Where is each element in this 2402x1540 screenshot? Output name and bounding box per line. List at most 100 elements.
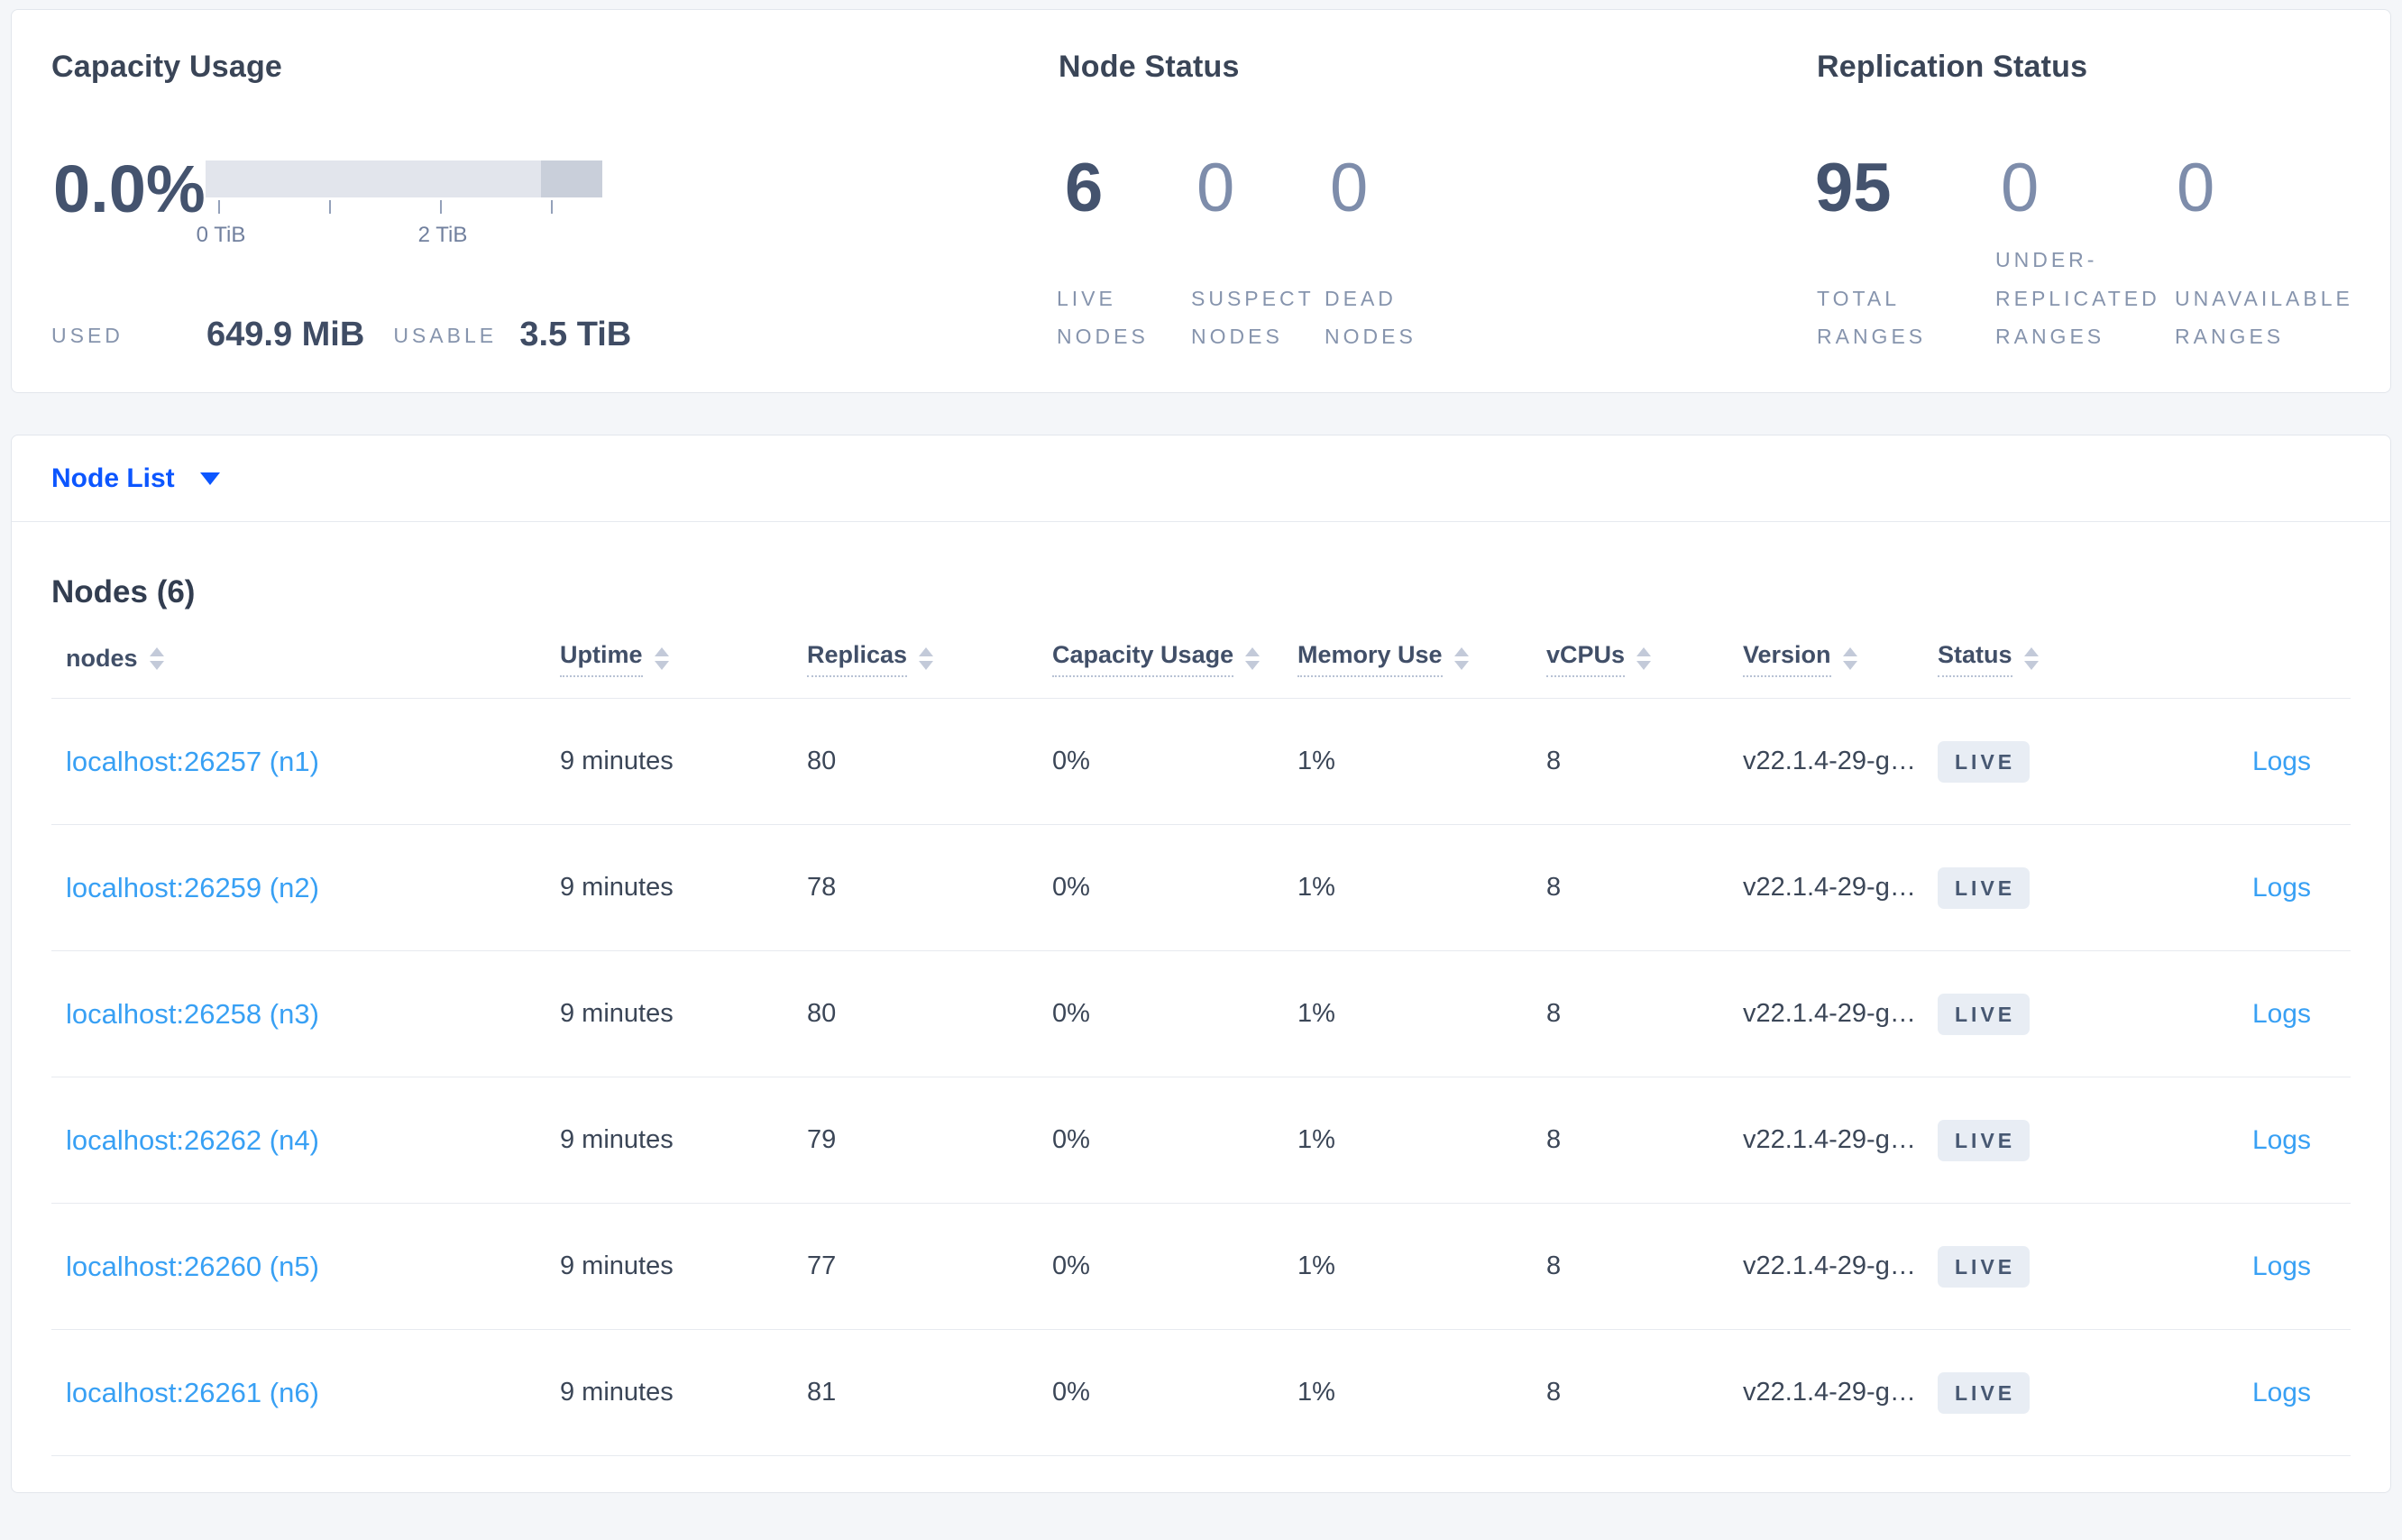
- capacity-cell: 0%: [1052, 1251, 1090, 1280]
- nodes-table-title: Nodes (6): [51, 574, 196, 610]
- node-link[interactable]: localhost:26262 (n4): [66, 1123, 319, 1156]
- vcpus-cell: 8: [1546, 747, 1562, 775]
- capacity-bar-reserved-segment: [541, 160, 602, 197]
- status-badge: LIVE: [1938, 740, 2031, 783]
- capacity-used-usable-row: USED 649.9 MiB USABLE 3.5 TiB: [51, 317, 631, 352]
- memory-cell: 1%: [1297, 873, 1335, 902]
- live-nodes-count: 6: [1065, 150, 1104, 226]
- dead-nodes-count: 0: [1330, 150, 1369, 226]
- column-header-capacity[interactable]: Capacity Usage: [1052, 641, 1297, 677]
- column-header-memory[interactable]: Memory Use: [1297, 641, 1546, 677]
- capacity-cell: 0%: [1052, 873, 1090, 902]
- used-value: 649.9 MiB: [206, 316, 365, 353]
- version-cell: v22.1.4-29-g…: [1743, 1251, 1916, 1280]
- capacity-axis-label-0: 0 TiB: [196, 223, 246, 247]
- capacity-percent: 0.0%: [53, 151, 206, 226]
- capacity-cell: 0%: [1052, 747, 1090, 775]
- column-header-replicas[interactable]: Replicas: [807, 641, 1052, 677]
- node-link[interactable]: localhost:26257 (n1): [66, 745, 319, 777]
- memory-cell: 1%: [1297, 999, 1335, 1028]
- logs-link[interactable]: Logs: [2251, 1377, 2311, 1407]
- node-link[interactable]: localhost:26258 (n3): [66, 997, 319, 1030]
- capacity-axis-tick: [218, 200, 220, 214]
- memory-cell: 1%: [1297, 1125, 1335, 1154]
- version-cell: v22.1.4-29-g…: [1743, 1125, 1916, 1154]
- sort-icon[interactable]: [1636, 647, 1652, 670]
- vcpus-cell: 8: [1546, 1378, 1562, 1407]
- uptime-cell: 9 minutes: [560, 999, 674, 1028]
- dead-nodes-label: DEAD NODES: [1325, 286, 1416, 349]
- logs-link[interactable]: Logs: [2251, 1124, 2311, 1155]
- uptime-cell: 9 minutes: [560, 1251, 674, 1280]
- status-badge: LIVE: [1938, 993, 2031, 1035]
- node-list-dropdown[interactable]: Node List: [51, 463, 175, 493]
- sort-icon[interactable]: [919, 647, 934, 670]
- used-label: USED: [51, 324, 124, 347]
- table-row: localhost:26257 (n1) 9 minutes 80 0% 1% …: [51, 699, 2351, 825]
- suspect-nodes-count: 0: [1196, 150, 1235, 226]
- node-link[interactable]: localhost:26261 (n6): [66, 1376, 319, 1408]
- memory-cell: 1%: [1297, 1378, 1335, 1407]
- table-row: localhost:26261 (n6) 9 minutes 81 0% 1% …: [51, 1330, 2351, 1456]
- node-link[interactable]: localhost:26259 (n2): [66, 871, 319, 903]
- unavailable-label: UNAVAILABLE RANGES: [2175, 286, 2353, 349]
- replicas-cell: 80: [807, 747, 837, 775]
- usable-label: USABLE: [393, 324, 498, 347]
- chevron-down-icon[interactable]: [199, 472, 220, 485]
- logs-link[interactable]: Logs: [2251, 1251, 2311, 1281]
- version-cell: v22.1.4-29-g…: [1743, 1378, 1916, 1407]
- vcpus-cell: 8: [1546, 1125, 1562, 1154]
- uptime-cell: 9 minutes: [560, 1378, 674, 1407]
- view-selector-bar: Node List: [12, 435, 2390, 522]
- sort-icon[interactable]: [1453, 647, 1469, 670]
- replication-status-title: Replication Status: [1817, 50, 2088, 84]
- suspect-nodes-label: SUSPECT NODES: [1191, 286, 1315, 349]
- capacity-bar-chart: [206, 160, 602, 197]
- live-nodes-label: LIVE NODES: [1057, 286, 1149, 349]
- version-cell: v22.1.4-29-g…: [1743, 747, 1916, 775]
- column-header-uptime[interactable]: Uptime: [560, 641, 807, 677]
- sort-icon[interactable]: [1245, 647, 1261, 670]
- nodes-table-section: Nodes (6) nodes Uptime Replicas Capacity…: [12, 522, 2390, 1492]
- table-row: localhost:26262 (n4) 9 minutes 79 0% 1% …: [51, 1077, 2351, 1204]
- version-cell: v22.1.4-29-g…: [1743, 873, 1916, 902]
- logs-link[interactable]: Logs: [2251, 998, 2311, 1029]
- status-badge: LIVE: [1938, 1371, 2031, 1414]
- memory-cell: 1%: [1297, 747, 1335, 775]
- logs-link[interactable]: Logs: [2251, 872, 2311, 903]
- table-header-row: nodes Uptime Replicas Capacity Usage Mem…: [51, 619, 2351, 699]
- sort-icon[interactable]: [2023, 647, 2039, 670]
- node-status-title: Node Status: [1059, 50, 1240, 84]
- status-badge: LIVE: [1938, 1119, 2031, 1161]
- uptime-cell: 9 minutes: [560, 747, 674, 775]
- column-header-status[interactable]: Status: [1938, 641, 2147, 677]
- column-header-version[interactable]: Version: [1743, 641, 1938, 677]
- vcpus-cell: 8: [1546, 1251, 1562, 1280]
- node-list-card: Node List Nodes (6) nodes Uptime Replica…: [11, 435, 2391, 1493]
- uptime-cell: 9 minutes: [560, 873, 674, 902]
- column-header-vcpus[interactable]: vCPUs: [1546, 641, 1743, 677]
- sort-icon[interactable]: [654, 647, 669, 670]
- capacity-cell: 0%: [1052, 1125, 1090, 1154]
- replicas-cell: 81: [807, 1378, 837, 1407]
- under-replicated-label: UNDER- REPLICATED RANGES: [1995, 248, 2160, 349]
- memory-cell: 1%: [1297, 1251, 1335, 1280]
- capacity-axis-tick: [440, 200, 442, 214]
- table-row: localhost:26260 (n5) 9 minutes 77 0% 1% …: [51, 1204, 2351, 1330]
- sort-icon[interactable]: [1842, 647, 1857, 670]
- node-link[interactable]: localhost:26260 (n5): [66, 1250, 319, 1282]
- vcpus-cell: 8: [1546, 999, 1562, 1028]
- logs-link[interactable]: Logs: [2251, 746, 2311, 776]
- column-header-nodes[interactable]: nodes: [51, 645, 560, 673]
- capacity-axis-tick: [329, 200, 331, 214]
- capacity-cell: 0%: [1052, 999, 1090, 1028]
- usable-value: 3.5 TiB: [519, 316, 632, 353]
- status-badge: LIVE: [1938, 866, 2031, 909]
- replicas-cell: 80: [807, 999, 837, 1028]
- status-badge: LIVE: [1938, 1245, 2031, 1288]
- table-row: localhost:26258 (n3) 9 minutes 80 0% 1% …: [51, 951, 2351, 1077]
- sort-icon[interactable]: [149, 647, 164, 670]
- replicas-cell: 77: [807, 1251, 837, 1280]
- capacity-axis-label-2: 2 TiB: [417, 223, 468, 247]
